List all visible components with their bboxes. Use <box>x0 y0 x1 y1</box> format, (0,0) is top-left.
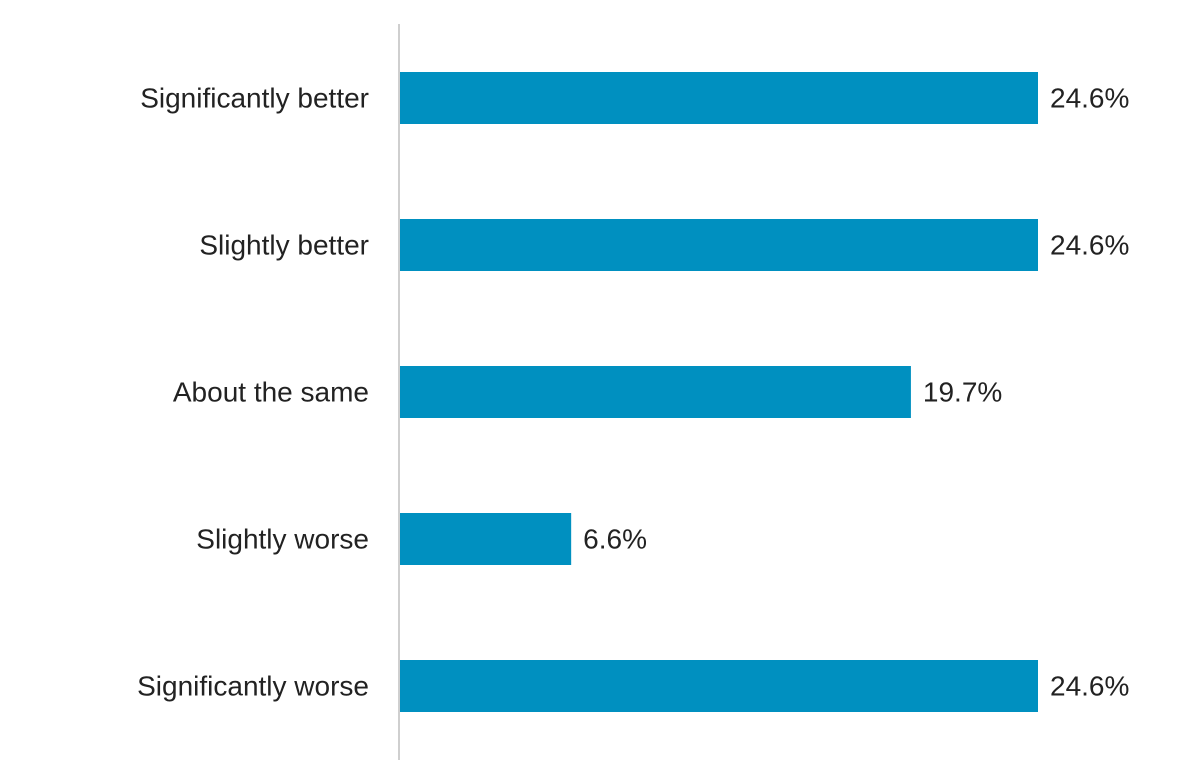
category-label: About the same <box>173 377 369 408</box>
data-label: 24.6% <box>1050 230 1129 261</box>
bars-group <box>400 72 1038 712</box>
data-label: 24.6% <box>1050 83 1129 114</box>
data-label: 6.6% <box>583 524 647 555</box>
bar <box>400 72 1038 124</box>
bar <box>400 513 572 565</box>
bar <box>400 219 1038 271</box>
category-label: Significantly worse <box>137 671 369 702</box>
category-label: Slightly better <box>199 230 369 261</box>
bar <box>400 366 911 418</box>
bar <box>400 660 1038 712</box>
value-labels-group: 24.6% 24.6% 19.7% 6.6% 24.6% <box>583 83 1129 702</box>
category-labels-group: Significantly better Slightly better About… <box>137 83 369 702</box>
data-label: 24.6% <box>1050 671 1129 702</box>
category-label: Significantly better <box>140 83 369 114</box>
data-label: 19.7% <box>923 377 1002 408</box>
category-label: Slightly worse <box>196 524 369 555</box>
